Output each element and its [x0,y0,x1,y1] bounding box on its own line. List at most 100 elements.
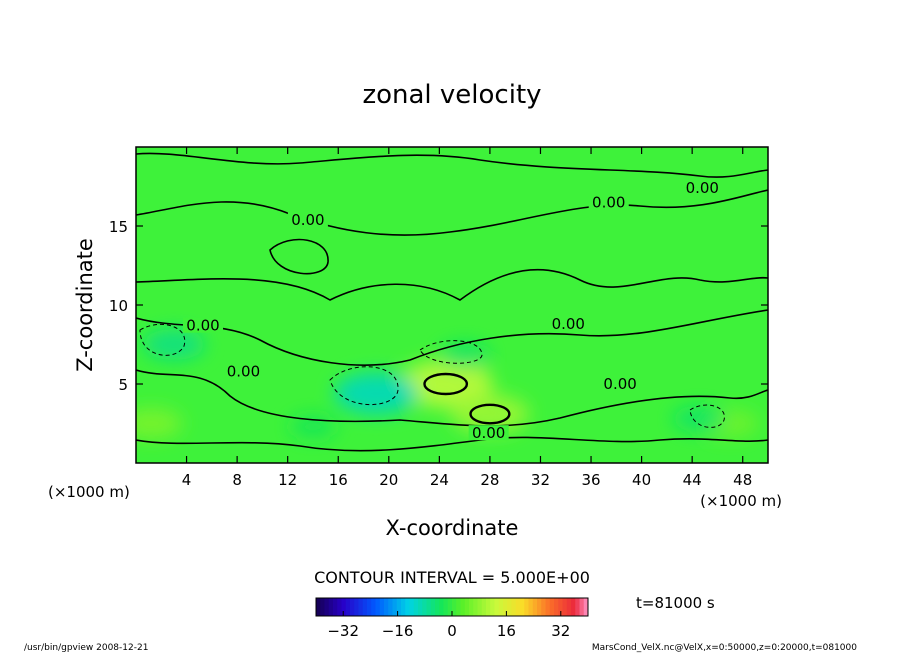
colorbar-cell-57 [558,598,563,616]
x-tick-label-7: 32 [531,471,550,489]
colorbar-cell-51 [532,598,538,616]
x-tick-label-6: 28 [480,471,499,489]
contour-interval: CONTOUR INTERVAL = 5.000E+00 [314,568,590,587]
colorbar-cell-41 [490,598,495,616]
colorbar-cell-59 [566,598,572,616]
contour-label-1: 0.00 [592,193,625,211]
colorbar-cell-31 [447,598,453,616]
colorbar-cell-43 [498,598,504,616]
colorbar-cell-12 [367,598,372,616]
field-extremum-2 [334,372,419,415]
colorbar-cell-20 [401,598,406,616]
colorbar-cell-50 [528,598,534,616]
colorbar-cell-45 [507,598,512,616]
colorbar-cell-49 [524,598,529,616]
colorbar-cell-5 [337,598,342,616]
colorbar-cell-17 [388,598,393,616]
field-extremum-0 [398,360,494,408]
colorbar-cell-52 [537,598,542,616]
colorbar-cell-60 [571,598,576,616]
colorbar-cells [316,598,589,616]
x-tick-label-9: 40 [632,471,651,489]
field-shading [136,328,759,440]
field-extremum-4 [142,328,206,361]
colorbar-cell-37 [473,598,478,616]
colorbar-tick-label-0: −32 [327,622,359,640]
colorbar-cell-3 [328,598,334,616]
y-tick-label-0: 5 [118,376,128,394]
contour-upper-mid [136,189,768,236]
colorbar-cell-35 [464,598,470,616]
x-tick-label-3: 16 [329,471,348,489]
colorbar-cell-6 [341,598,347,616]
colorbar-cell-2 [324,598,330,616]
colorbar-cell-25 [422,598,427,616]
x-tick-label-1: 8 [232,471,242,489]
x-tick-label-4: 20 [379,471,398,489]
contour-label-7: 0.00 [472,424,505,442]
colorbar-cell-24 [418,598,423,616]
colorbar-cell-58 [562,598,568,616]
colorbar-cell-56 [554,598,559,616]
colorbar-cell-36 [469,598,474,616]
x-tick-label-11: 48 [733,471,752,489]
colorbar-ticks: −32 −16 0 16 32 [327,611,570,640]
x-unit-left: (×1000 m) [48,483,130,501]
contour-extremum-0 [423,372,469,396]
contour-extremum-1 [469,403,511,425]
colorbar-tick-label-4: 32 [551,622,570,640]
colorbar-cell-55 [549,598,555,616]
colorbar-cell-34 [460,598,466,616]
colorbar-cell-8 [350,598,355,616]
colorbar-tick-label-1: −16 [382,622,414,640]
field-extremum-7 [672,405,725,432]
colorbar-cell-23 [413,598,419,616]
colorbar-cell-61 [575,598,580,616]
contour-label-bg-4 [182,317,223,333]
contour-label-6: 0.00 [603,375,636,393]
contour-label-4: 0.00 [186,317,219,335]
colorbar-cell-16 [384,598,389,616]
colorbar-cell-54 [545,598,551,616]
chart-title: zonal velocity [362,80,541,110]
y-tick-label-1: 10 [109,297,128,315]
time-label: t=81000 s [636,594,715,612]
colorbar-cell-29 [439,598,444,616]
x-unit-right: (×1000 m) [700,492,782,510]
colorbar-tick-label-2: 0 [447,622,457,640]
footer-right: MarsCond_VelX.nc@VelX,x=0:50000,z=0:2000… [592,643,857,653]
contour-label-bg-5 [223,363,264,379]
colorbar-cell-63 [583,598,589,616]
contour-label-2: 0.00 [291,211,324,229]
x-tick-label-8: 36 [581,471,600,489]
dashed-mid-right [419,340,483,364]
x-tick-label-0: 4 [182,471,192,489]
contour-label-bg-2 [287,211,328,227]
colorbar-cell-18 [392,598,398,616]
y-ticks: 5 10 15 [109,218,768,394]
contour-mid [136,268,768,301]
colorbar-cell-0 [316,598,321,616]
contour-blob-left [269,238,329,275]
x-axis-label: X-coordinate [386,516,519,540]
colorbar-cell-47 [515,598,521,616]
field-extremum-3 [438,342,491,369]
colorbar-cell-30 [443,598,449,616]
colorbar-cell-21 [405,598,410,616]
contour-label-bg-1 [588,194,629,210]
colorbar-cell-27 [430,598,436,616]
colorbar-cell-40 [486,598,491,616]
contour-label-3: 0.00 [552,315,585,333]
colorbar-cell-39 [481,598,487,616]
x-tick-label-10: 44 [683,471,702,489]
colorbar-cell-14 [375,598,381,616]
colorbar-cell-7 [345,598,351,616]
dashed-bottom-right [689,404,725,428]
contour-label-5: 0.00 [227,363,260,381]
colorbar-cell-10 [358,598,364,616]
field-extremum-5 [136,407,183,440]
footer-left: /usr/bin/gpview 2008-12-21 [24,643,148,653]
colorbar-cell-62 [579,598,585,616]
